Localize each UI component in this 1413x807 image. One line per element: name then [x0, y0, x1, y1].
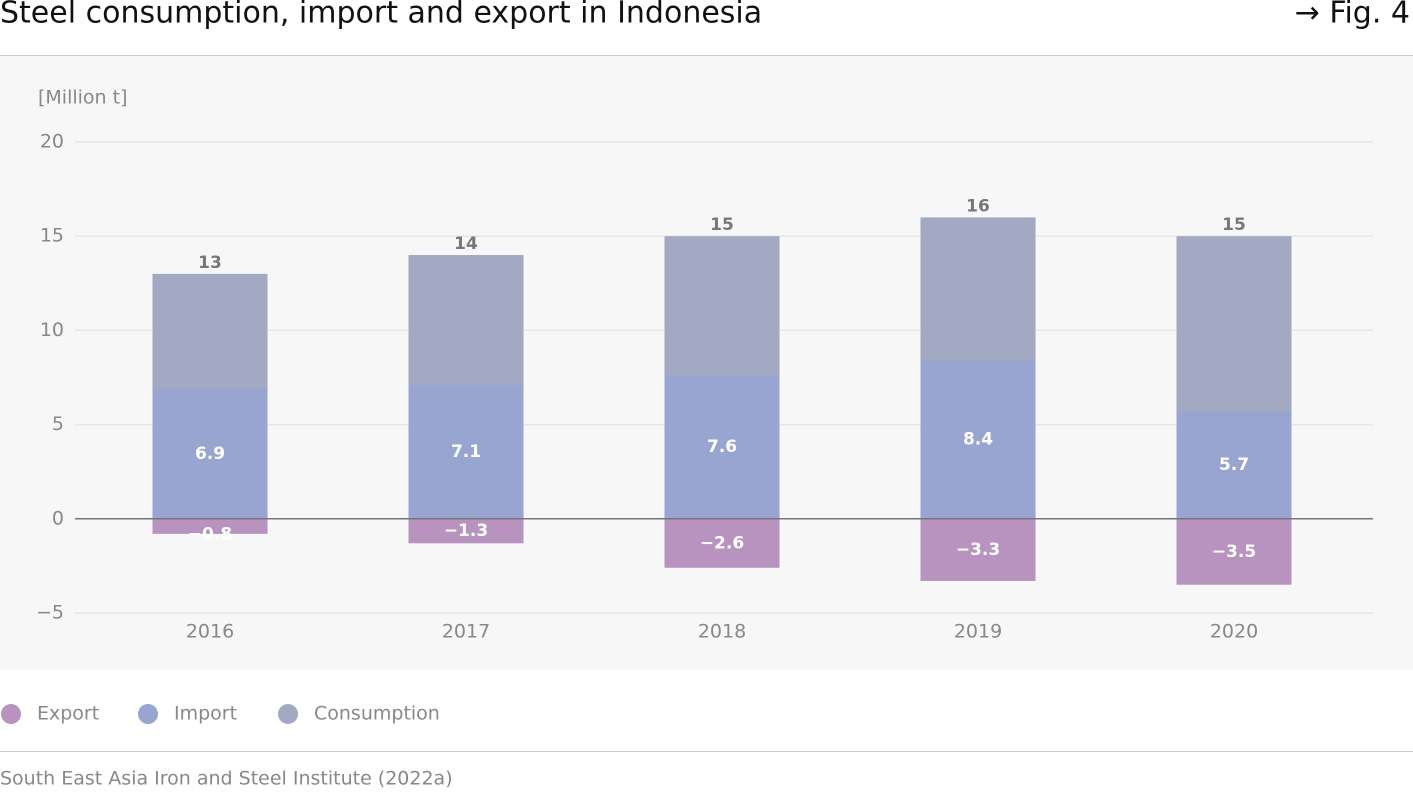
legend-label: Consumption: [314, 703, 440, 725]
x-tick-label: 2016: [186, 621, 234, 643]
legend-swatch: [278, 704, 298, 724]
data-label: 5.7: [1219, 455, 1249, 475]
legend-swatch: [1, 704, 21, 724]
legend-label: Import: [174, 703, 237, 725]
y-tick-label: 20: [40, 131, 64, 153]
x-tick-label: 2020: [1210, 621, 1258, 643]
y-tick-label: 5: [52, 413, 64, 435]
legend-swatch: [138, 704, 158, 724]
data-label: −3.5: [1212, 542, 1256, 562]
data-label: 6.9: [195, 444, 225, 464]
y-tick-label: 15: [40, 225, 64, 247]
figure-label: → Fig. 4: [1295, 0, 1410, 31]
data-label: 7.1: [451, 442, 481, 462]
data-label: 16: [966, 196, 990, 216]
source: South East Asia Iron and Steel Institute…: [0, 768, 453, 790]
y-axis-label: [Million t]: [38, 87, 128, 109]
data-label: −3.3: [956, 540, 1000, 560]
y-tick-label: −5: [36, 602, 64, 624]
x-tick-label: 2019: [954, 621, 1002, 643]
data-label: −1.3: [444, 521, 488, 541]
data-label: 13: [198, 253, 222, 273]
data-label: 8.4: [963, 430, 993, 450]
bar: [152, 388, 268, 519]
bar: [152, 518, 268, 534]
bar: [1176, 411, 1292, 519]
bar: [664, 518, 780, 568]
data-label: 14: [454, 234, 478, 254]
bar: [920, 518, 1036, 581]
data-label: 15: [710, 215, 734, 235]
y-tick-label: 0: [52, 507, 64, 529]
chart-title: Steel consumption, import and export in …: [0, 0, 762, 31]
x-tick-label: 2018: [698, 621, 746, 643]
x-tick-label: 2017: [442, 621, 490, 643]
bar: [920, 360, 1036, 519]
bar: [664, 375, 780, 519]
data-label: −0.8: [188, 524, 232, 544]
bar: [1176, 518, 1292, 585]
data-label: 15: [1222, 215, 1246, 235]
legend-label: Export: [37, 703, 99, 725]
y-tick-label: 10: [40, 319, 64, 341]
data-label: −2.6: [700, 533, 744, 553]
bar: [408, 385, 524, 519]
data-label: 7.6: [707, 437, 737, 457]
bar: [408, 518, 524, 544]
